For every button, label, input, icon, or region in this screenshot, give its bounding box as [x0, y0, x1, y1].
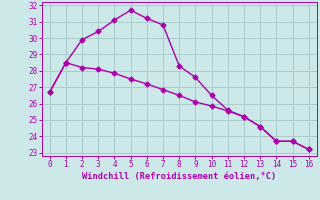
- X-axis label: Windchill (Refroidissement éolien,°C): Windchill (Refroidissement éolien,°C): [82, 172, 276, 181]
